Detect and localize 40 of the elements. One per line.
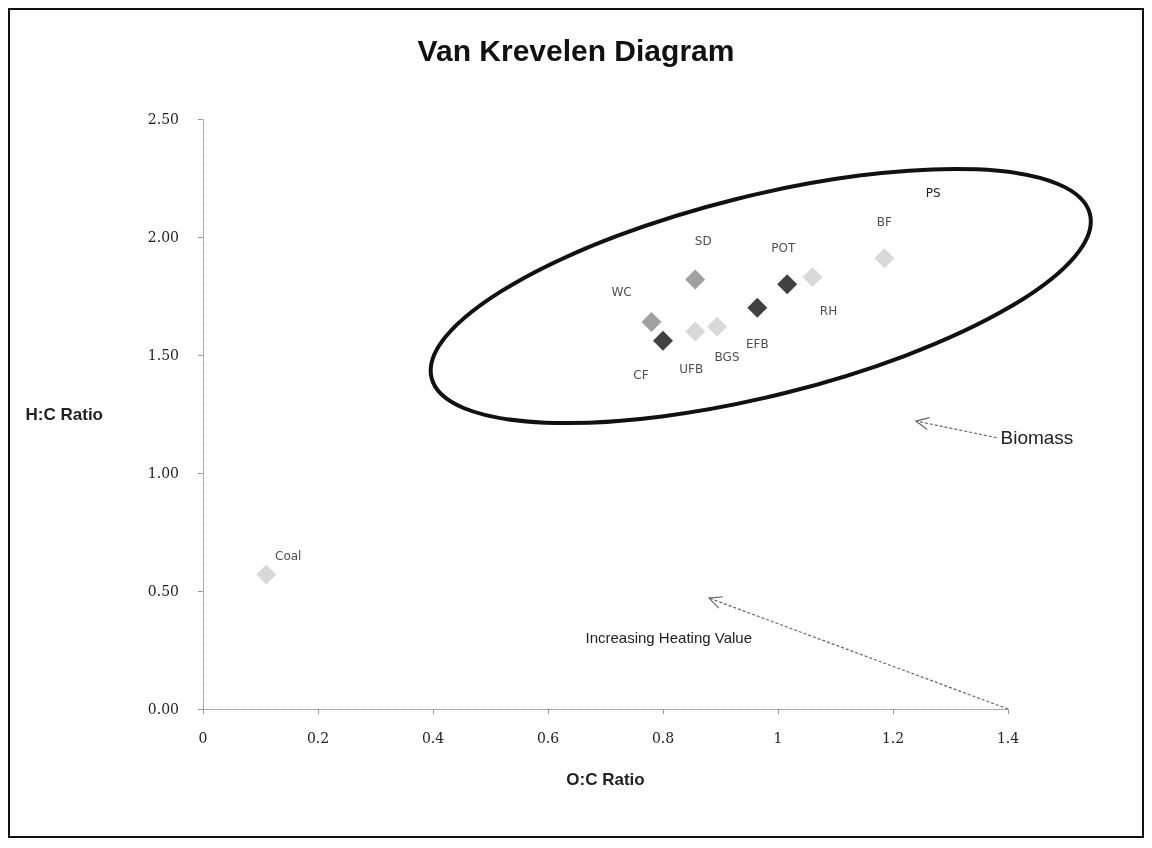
point [802, 267, 823, 288]
annotation: BGS [714, 349, 740, 364]
annotation: Biomass [1000, 426, 1074, 448]
x-tick-label: 1 [773, 730, 783, 746]
x-axis-title: O:C Ratio [566, 770, 645, 789]
y-tick-label: 0.00 [147, 701, 179, 717]
point [707, 316, 728, 337]
y-tick-label: 2.50 [147, 111, 179, 127]
annotation: SD [694, 234, 712, 249]
point [685, 321, 706, 342]
x-tick-label: 1.2 [881, 730, 905, 746]
x-tick-label: 0 [198, 730, 208, 746]
annotation: Increasing Heating Value [585, 628, 752, 646]
annotation: UFB [679, 362, 704, 377]
point [777, 274, 798, 295]
y-tick-label: 0.50 [147, 583, 179, 599]
point [685, 269, 706, 290]
x-tick-label: 0.4 [421, 730, 445, 746]
annotation: Coal [275, 549, 302, 564]
y-tick-label: 1.00 [147, 465, 179, 481]
point [874, 248, 895, 269]
point [747, 297, 768, 318]
annotation: RH [819, 304, 838, 319]
y-tick-label: 1.50 [147, 347, 179, 363]
annotation: PS [925, 185, 941, 200]
point [641, 311, 662, 332]
x-tick-label: 0.2 [306, 730, 330, 746]
annotation: POT [771, 241, 796, 256]
x-tick-label: 0.8 [651, 730, 675, 746]
y-axis-title: H:C Ratio [25, 404, 103, 424]
x-tick-label: 0.6 [536, 730, 560, 746]
y-tick-label: 2.00 [147, 229, 179, 245]
point [653, 330, 673, 351]
x-tick-label: 1.4 [996, 730, 1020, 746]
point [256, 564, 277, 585]
annotation: EFB [745, 336, 769, 351]
annotation: WC [611, 284, 632, 299]
annotation: CF [633, 367, 649, 382]
chart-title: Van Krevelen Diagram [417, 33, 735, 67]
annotation: BF [876, 215, 893, 230]
